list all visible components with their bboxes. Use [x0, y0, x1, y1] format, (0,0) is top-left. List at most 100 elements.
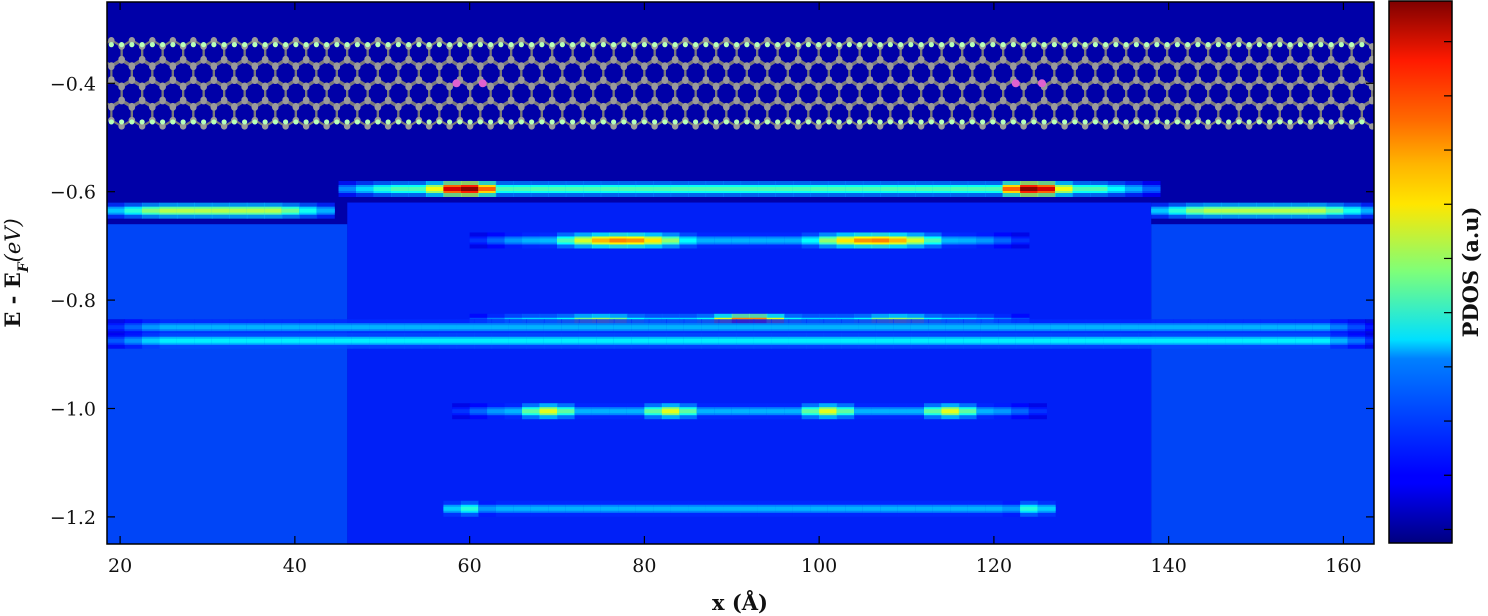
hydrogen-atom: [1297, 119, 1303, 125]
hydrogen-atom: [1103, 42, 1109, 48]
carbon-atom: [712, 123, 720, 130]
carbon-atom: [682, 37, 689, 44]
band-cell: [880, 506, 899, 511]
band-cell: [356, 186, 375, 191]
carbon-atom: [569, 57, 576, 64]
hydrogen-atom: [559, 42, 565, 48]
carbon-atom: [251, 37, 259, 44]
hydrogen-atom: [1000, 42, 1006, 48]
carbon-atom: [1358, 37, 1366, 44]
band-cell: [141, 208, 161, 213]
band-cell: [679, 238, 698, 243]
colorbar-ticks: [1444, 41, 1452, 531]
carbon-atom: [1286, 57, 1294, 64]
band-2: [1151, 202, 1374, 219]
carbon-atom: [261, 57, 269, 64]
carbon-atom: [190, 77, 197, 85]
carbon-atom: [220, 123, 228, 130]
carbon-atom: [487, 57, 494, 64]
carbon-atom: [682, 63, 689, 71]
hydrogen-atom: [826, 119, 832, 125]
hydrogen-atom: [139, 119, 145, 125]
heatmap-glow-0: [107, 224, 348, 544]
hydrogen-atom: [375, 119, 381, 125]
hydrogen-atom: [939, 119, 945, 125]
carbon-atom: [507, 57, 515, 64]
band-cell: [439, 338, 458, 343]
y-axis-label-subscript: F: [16, 261, 32, 273]
band-cell: [985, 506, 1004, 511]
band-cell: [439, 325, 458, 330]
carbon-atom: [589, 97, 597, 105]
band-cell: [661, 409, 680, 414]
carbon-atom: [1112, 63, 1120, 71]
carbon-atom: [989, 37, 997, 44]
band-cell: [1015, 325, 1034, 330]
hydrogen-atom: [1021, 119, 1027, 125]
band-cell: [264, 325, 283, 330]
carbon-atom: [456, 37, 464, 44]
carbon-atom: [477, 104, 484, 111]
band-cell: [578, 338, 597, 343]
band-cell: [1138, 338, 1157, 343]
carbon-atom: [118, 97, 125, 105]
hydrogen-atom: [190, 119, 196, 125]
hydrogen-atom: [108, 119, 114, 125]
carbon-atom: [477, 63, 484, 71]
carbon-atom: [620, 63, 628, 71]
carbon-atom: [507, 97, 515, 105]
hydrogen-atom: [672, 42, 678, 48]
carbon-atom: [1317, 37, 1325, 44]
band-cell: [753, 338, 772, 343]
carbon-atom: [948, 63, 956, 71]
nanoribbon-inset: [107, 37, 1374, 130]
band-cell: [1190, 338, 1209, 343]
band-cell: [766, 409, 785, 414]
band-cell: [508, 325, 528, 330]
carbon-atom: [856, 123, 863, 130]
carbon-atom: [1194, 37, 1202, 44]
hydrogen-atom: [231, 119, 237, 125]
carbon-atom: [1338, 104, 1345, 111]
hydrogen-atom: [785, 119, 791, 125]
band-cell: [998, 338, 1017, 343]
carbon-atom: [876, 123, 884, 130]
carbon-atom: [579, 77, 587, 85]
carbon-atom: [251, 104, 259, 111]
band-cell: [958, 238, 978, 243]
band-cell: [1360, 208, 1374, 213]
band-cell: [618, 506, 637, 511]
plot-frame: [106, 1, 1375, 545]
carbon-atom: [641, 63, 648, 71]
hydrogen-atom: [242, 42, 248, 48]
carbon-atom: [846, 63, 853, 71]
band-cell: [1290, 208, 1310, 213]
band-cell: [792, 506, 812, 511]
band-cell: [784, 238, 803, 243]
hydrogen-atom: [1174, 42, 1180, 48]
hydrogen-atom: [447, 119, 453, 125]
carbon-atom: [907, 63, 915, 71]
carbon-atom: [610, 83, 617, 91]
hydrogen-atom: [693, 119, 699, 125]
carbon-atom: [1215, 104, 1222, 111]
carbon-atom: [436, 104, 443, 111]
hydrogen-atom: [170, 42, 176, 48]
heatmap-cells: [107, 180, 1374, 544]
carbon-atom: [149, 63, 156, 71]
carbon-atom: [313, 63, 320, 71]
carbon-atom: [876, 57, 884, 64]
carbon-atom: [169, 63, 177, 71]
hydrogen-atom: [406, 42, 412, 48]
band-cell: [910, 338, 929, 343]
carbon-atom: [200, 97, 207, 105]
carbon-atom: [272, 77, 279, 85]
band-cell: [176, 325, 195, 330]
band-cell: [386, 325, 405, 330]
hydrogen-atom: [303, 42, 309, 48]
hydrogen-atom: [969, 119, 975, 125]
carbon-atom: [835, 97, 843, 105]
carbon-atom: [425, 123, 433, 130]
band-cell: [963, 338, 982, 343]
carbon-atom: [1338, 77, 1345, 85]
